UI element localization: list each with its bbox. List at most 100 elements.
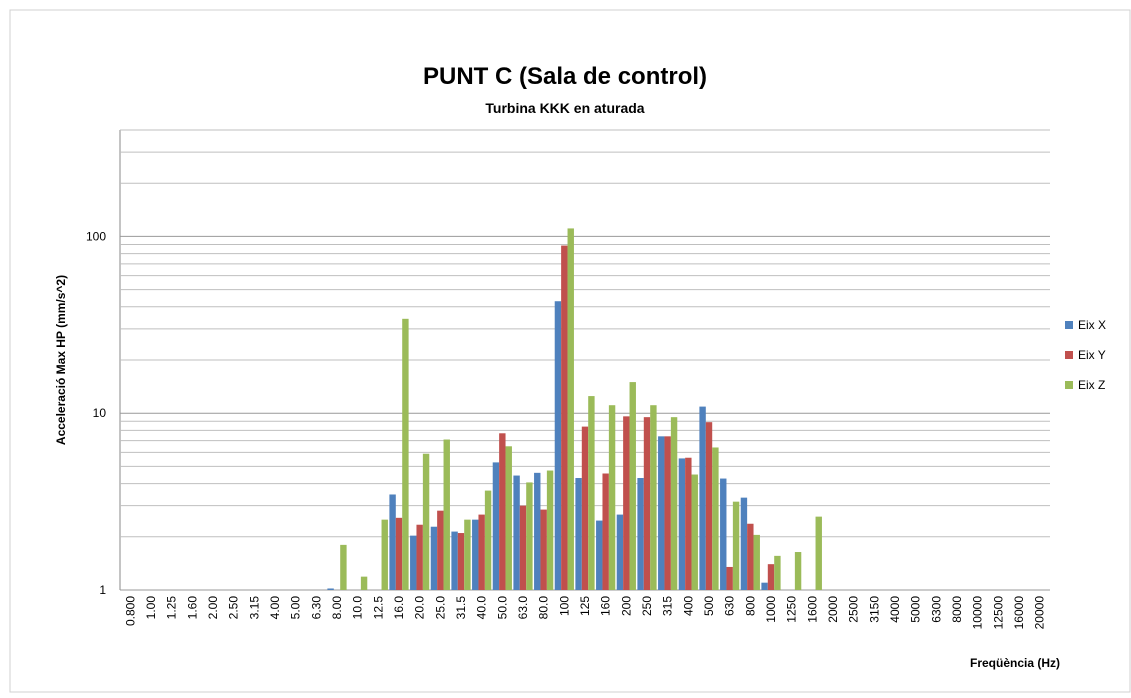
bar [430,526,438,590]
bar [513,475,520,590]
bar [457,533,465,590]
bar [581,426,589,590]
bar [416,524,423,590]
bar [451,531,458,590]
x-tick-label: 4.00 [268,596,282,620]
bar [726,566,733,590]
x-tick-label: 1.60 [185,596,199,620]
x-tick-label: 315 [661,596,675,616]
x-axis-label: Freqüència (Hz) [970,656,1060,670]
bar [767,564,775,590]
x-tick-label: 1.25 [165,596,179,620]
x-tick-label: 200 [619,596,633,616]
bar [616,514,624,590]
x-tick-label: 2500 [847,596,861,623]
bar [740,497,748,590]
bar [478,514,485,590]
x-tick-label: 3150 [867,596,881,623]
x-tick-label: 12500 [991,596,1005,630]
bar [561,245,568,590]
bar [602,473,609,590]
bar [540,509,547,590]
x-tick-label: 6.30 [309,596,323,620]
x-tick-label: 50.0 [495,596,509,620]
bar [643,417,651,590]
x-tick-label: 5000 [909,596,923,623]
x-tick-label: 16000 [1012,596,1026,630]
x-tick-label: 5.00 [289,596,303,620]
x-tick-label: 2.50 [227,596,241,620]
bar [340,544,347,590]
bar [519,505,527,590]
x-tick-label: 250 [640,596,654,616]
y-tick-label: 100 [86,229,106,243]
legend-label: Eix Z [1078,378,1105,392]
x-tick-label: 4000 [888,596,902,623]
x-tick-label: 31.5 [454,596,468,620]
bar [774,555,781,590]
y-tick-label: 1 [99,583,106,597]
bar [492,462,500,590]
x-tick-label: 100 [557,596,571,616]
x-tick-label: 0.800 [123,596,137,626]
bar [623,416,630,590]
x-tick-label: 1250 [785,596,799,623]
bar [499,433,506,590]
bar [712,447,719,590]
legend-label: Eix Y [1078,348,1106,362]
x-tick-label: 1.00 [144,596,158,620]
bar [410,535,417,590]
bar [815,516,822,590]
bar [437,510,444,590]
x-tick-label: 6300 [929,596,943,623]
x-tick-label: 800 [743,596,757,616]
y-tick-label: 10 [93,406,107,420]
bar [327,588,334,590]
bar [691,474,698,590]
bar [360,576,368,590]
bar [422,453,430,590]
bar [464,519,471,590]
bar [526,482,533,590]
bar [732,501,740,590]
x-tick-label: 12.5 [371,596,385,620]
bar [534,472,541,590]
bar [678,458,686,590]
bar [720,478,727,590]
x-tick-label: 125 [578,596,592,616]
bar [567,228,574,591]
legend-label: Eix X [1078,318,1106,332]
bar [747,523,754,590]
bar [705,422,713,590]
x-tick-label: 10000 [971,596,985,630]
bar [554,301,562,590]
x-tick-label: 8000 [950,596,964,623]
bar [608,405,616,590]
x-tick-label: 80.0 [537,596,551,620]
bar [575,478,582,590]
x-tick-label: 400 [681,596,695,616]
chart-border [9,9,1131,693]
bar [629,382,636,590]
bar [753,534,760,590]
legend-swatch [1065,381,1073,389]
x-tick-label: 1600 [805,596,819,623]
x-tick-label: 3.15 [247,596,261,620]
bar [658,436,665,590]
x-tick-label: 40.0 [475,596,489,620]
bar [443,439,450,590]
bar [637,478,644,590]
x-tick-label: 20000 [1033,596,1047,630]
bar [596,520,603,590]
bar [664,436,671,590]
x-tick-label: 20.0 [413,596,427,620]
bar [402,318,409,590]
x-tick-label: 8.00 [330,596,344,620]
bar [472,519,479,590]
bar [685,457,692,590]
bar [505,446,512,590]
y-axis-label: Acceleració Max HP (mm/s^2) [54,275,68,445]
x-tick-label: 10.0 [351,596,365,620]
bar [650,405,657,590]
